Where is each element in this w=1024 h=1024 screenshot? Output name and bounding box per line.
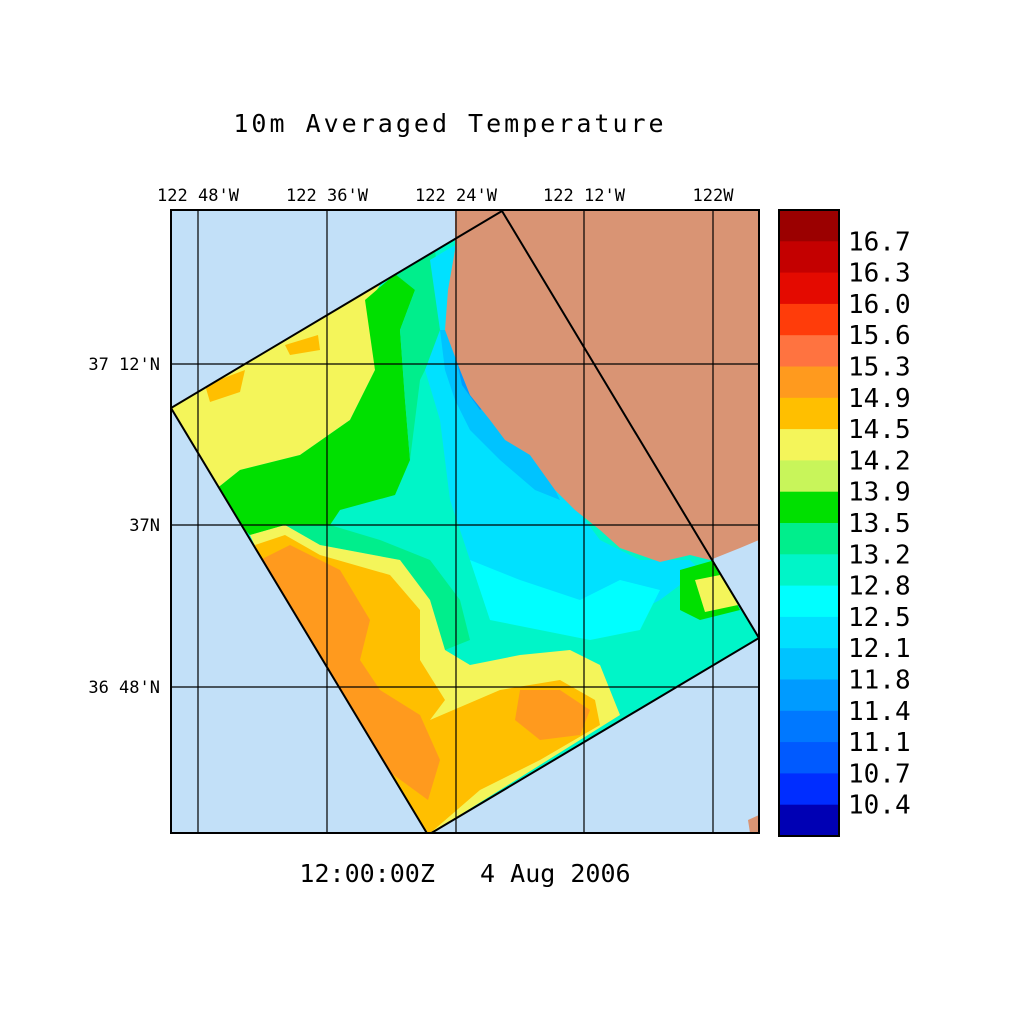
- colorbar-swatch: [779, 554, 839, 587]
- nw-warm-patch-2: [285, 335, 320, 355]
- timestamp: 12:00:00Z 4 Aug 2006: [299, 859, 630, 888]
- colorbar-swatch: [779, 366, 839, 399]
- south-cyan-patch: [470, 560, 660, 640]
- colorbar-label: 10.4: [848, 791, 911, 821]
- colorbar-swatch: [779, 397, 839, 430]
- colorbar-label: 16.0: [848, 290, 911, 320]
- colorbar-swatch: [779, 460, 839, 493]
- colorbar-label: 15.6: [848, 321, 911, 351]
- coastal-colder-water: [440, 330, 560, 500]
- latitude-labels: 37 12'N 37N 36 48'N: [88, 355, 160, 698]
- colorbar-swatch: [779, 523, 839, 555]
- east-yellow-patch: [695, 575, 738, 612]
- colorbar-swatch: [779, 272, 839, 305]
- colorbar-label: 11.8: [848, 666, 911, 696]
- sw-deep-orange-region: [260, 545, 440, 800]
- map-panel: [171, 210, 759, 833]
- colorbar-swatch: [779, 648, 839, 681]
- colorbar: 16.716.316.015.615.314.914.514.213.913.5…: [778, 209, 911, 837]
- lat-label: 37 12'N: [88, 355, 160, 375]
- colorbar-label: 14.9: [848, 384, 911, 414]
- colorbar-swatch: [779, 210, 839, 242]
- colorbar-swatch: [779, 679, 839, 712]
- colorbar-swatch: [779, 710, 839, 743]
- colorbar-label: 12.8: [848, 572, 911, 602]
- south-deep-orange-patch: [515, 690, 590, 740]
- colorbar-swatch: [779, 303, 839, 336]
- colorbar-label: 15.3: [848, 353, 911, 383]
- lon-label: 122 24'W: [415, 186, 498, 206]
- colorbar-swatch: [779, 742, 839, 774]
- colorbar-label: 11.1: [848, 728, 911, 758]
- lon-label: 122 48'W: [157, 186, 240, 206]
- colorbar-swatch: [779, 241, 839, 274]
- nw-warm-patch: [205, 370, 245, 402]
- colorbar-swatch: [779, 804, 839, 837]
- lat-label: 36 48'N: [88, 678, 160, 698]
- model-domain-boundary: [171, 210, 759, 833]
- lon-label: 122 36'W: [286, 186, 369, 206]
- colorbar-swatch: [779, 429, 839, 461]
- colorbar-label: 12.5: [848, 603, 911, 633]
- colorbar-label: 16.3: [848, 259, 911, 289]
- lon-label: 122 12'W: [543, 186, 626, 206]
- colorbar-swatch: [779, 773, 839, 806]
- lat-label: 37N: [129, 516, 160, 536]
- land-speck: [748, 815, 759, 833]
- colorbar-swatch: [779, 616, 839, 649]
- colorbar-label: 16.7: [848, 227, 911, 257]
- colorbar-label: 14.5: [848, 415, 911, 445]
- coastal-cold-water: [425, 245, 700, 630]
- colorbar-label: 12.1: [848, 634, 911, 664]
- longitude-labels: 122 48'W 122 36'W 122 24'W 122 12'W 122W: [157, 186, 734, 206]
- green-band: [215, 270, 415, 535]
- lon-label: 122W: [693, 186, 735, 206]
- colorbar-swatch: [779, 491, 839, 524]
- colorbar-label: 13.5: [848, 509, 911, 539]
- map-title: 10m Averaged Temperature: [233, 109, 666, 138]
- graticule: [171, 210, 759, 833]
- colorbar-swatch: [779, 335, 839, 368]
- land-mass: [445, 210, 759, 562]
- colorbar-label: 13.9: [848, 478, 911, 508]
- map-frame: [170, 209, 760, 834]
- colorbar-label: 11.4: [848, 697, 911, 727]
- colorbar-label: 10.7: [848, 759, 911, 789]
- colorbar-frame: [778, 209, 840, 837]
- colorbar-swatch: [779, 585, 839, 618]
- colorbar-label: 14.2: [848, 446, 911, 476]
- colorbar-label: 13.2: [848, 540, 911, 570]
- nw-warm-region: [171, 211, 502, 490]
- nearshore-teal: [285, 250, 470, 650]
